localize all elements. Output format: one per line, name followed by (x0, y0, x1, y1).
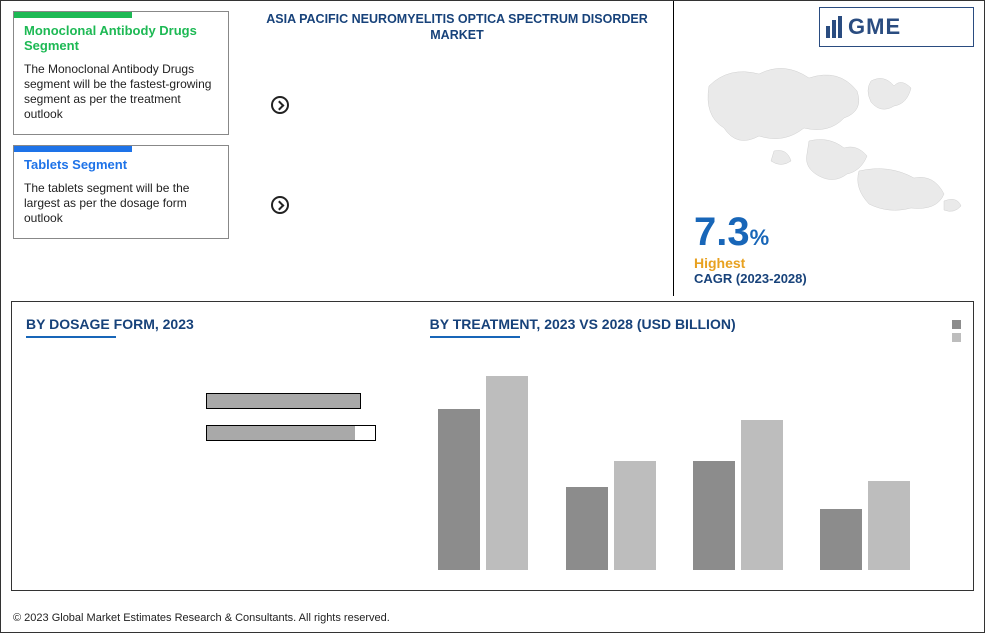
cagr-value: 7.3 (694, 210, 750, 254)
segment-title: Monoclonal Antibody Drugs Segment (14, 18, 228, 58)
hbar-fill (207, 426, 355, 440)
vbar (566, 487, 608, 570)
vbar (868, 481, 910, 570)
cagr-block: 7.3% Highest CAGR (2023-2028) (694, 210, 807, 286)
segment-body: The Monoclonal Antibody Drugs segment wi… (14, 58, 228, 134)
hbar-track (206, 393, 361, 409)
legend-swatch (952, 320, 961, 329)
title-underline (430, 336, 520, 338)
segment-title: Tablets Segment (14, 152, 228, 177)
bar-group (433, 376, 533, 570)
hbar-track (206, 425, 376, 441)
segment-box-monoclonal: Monoclonal Antibody Drugs Segment The Mo… (13, 11, 229, 135)
chevron-right-icon (271, 196, 289, 214)
title-underline (26, 336, 116, 338)
left-column: Monoclonal Antibody Drugs Segment The Mo… (1, 1, 241, 296)
top-row: Monoclonal Antibody Drugs Segment The Mo… (1, 1, 984, 296)
hbar-row (26, 425, 402, 441)
vbar (741, 420, 783, 570)
chevron-right-icon (271, 96, 289, 114)
segment-box-tablets: Tablets Segment The tablets segment will… (13, 145, 229, 239)
asia-pacific-map-icon (689, 56, 969, 216)
vbar (820, 509, 862, 570)
right-column: GME 7.3% Highest CAGR (2023-2028) (674, 1, 984, 296)
hbar-fill (207, 394, 360, 408)
bar-group (815, 481, 915, 570)
treatment-section: BY TREATMENT, 2023 VS 2028 (USD BILLION) (416, 302, 973, 590)
legend-swatch (952, 333, 961, 342)
bottom-panel: BY DOSAGE FORM, 2023 BY TREATMENT, 2023 … (11, 301, 974, 591)
cagr-period-label: CAGR (2023-2028) (694, 271, 807, 286)
vbar (438, 409, 480, 570)
cagr-value-row: 7.3% (694, 210, 807, 255)
segment-body: The tablets segment will be the largest … (14, 177, 228, 238)
gme-logo: GME (819, 7, 974, 47)
middle-column: ASIA PACIFIC NEUROMYELITIS OPTICA SPECTR… (241, 1, 674, 296)
vbar (693, 461, 735, 570)
logo-text: GME (848, 14, 901, 40)
bar-group (561, 461, 661, 570)
vbar (486, 376, 528, 570)
cagr-highest-label: Highest (694, 255, 807, 271)
bar-group (688, 420, 788, 570)
dosage-hbar-chart (26, 393, 402, 441)
dosage-section: BY DOSAGE FORM, 2023 (12, 302, 416, 590)
copyright-text: © 2023 Global Market Estimates Research … (13, 612, 390, 624)
chart-legend (952, 320, 961, 342)
dosage-title: BY DOSAGE FORM, 2023 (26, 316, 402, 332)
treatment-bar-chart (424, 362, 913, 570)
cagr-percent: % (750, 225, 770, 250)
hbar-row (26, 393, 402, 409)
main-title: ASIA PACIFIC NEUROMYELITIS OPTICA SPECTR… (251, 11, 663, 44)
logo-bars-icon (826, 16, 842, 38)
treatment-title: BY TREATMENT, 2023 VS 2028 (USD BILLION) (430, 316, 959, 332)
vbar (614, 461, 656, 570)
